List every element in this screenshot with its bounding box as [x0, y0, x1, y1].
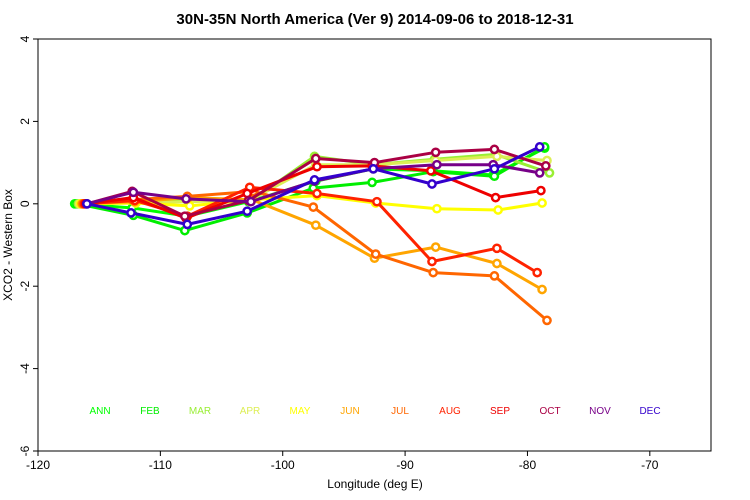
legend-entry-jun: JUN: [340, 406, 359, 417]
data-point: [372, 196, 382, 207]
data-point: [428, 267, 439, 278]
data-point: [493, 205, 503, 215]
data-point: [489, 144, 500, 155]
series-group: [69, 142, 555, 326]
data-point: [427, 256, 437, 267]
data-point: [544, 168, 555, 178]
data-point: [532, 267, 543, 278]
x-tick-label: -120: [26, 458, 50, 472]
data-point: [489, 163, 500, 174]
plot-frame: [37, 38, 712, 452]
legend-entry-apr: APR: [240, 406, 261, 417]
data-point: [126, 208, 136, 218]
y-tick-label: 4: [18, 35, 32, 42]
legend-entry-dec: DEC: [639, 406, 660, 417]
y-tick-label: -2: [18, 281, 32, 292]
x-axis-label: Longitude (deg E): [327, 477, 422, 491]
legend: ANN FEB MAR APR MAY JUN JUL AUG SEP OCT NOV DEC: [89, 406, 660, 417]
data-point: [536, 185, 546, 196]
data-point: [540, 161, 551, 171]
y-tick-label: 2: [18, 118, 32, 125]
data-point: [182, 219, 193, 230]
data-point: [432, 203, 442, 214]
data-point: [179, 211, 190, 222]
data-point: [184, 201, 195, 211]
data-point: [368, 163, 379, 174]
y-tick-label: -6: [18, 445, 32, 456]
series-dec: [82, 142, 545, 230]
data-point: [534, 142, 545, 152]
chart-title: 30N-35N North America (Ver 9) 2014-09-06…: [176, 11, 573, 28]
y-tick-label: 0: [18, 200, 32, 207]
data-point: [370, 249, 381, 259]
data-point: [490, 192, 501, 203]
data-point: [432, 159, 442, 170]
data-point: [492, 258, 502, 269]
data-point: [242, 206, 253, 217]
x-tick-label: -110: [149, 458, 172, 472]
legend-entry-mar: MAR: [189, 406, 211, 417]
x-tick-label: -90: [396, 458, 414, 472]
data-point: [128, 187, 139, 198]
series-oct: [82, 144, 551, 222]
legend-entry-ann: ANN: [89, 406, 110, 417]
data-point: [427, 179, 437, 189]
legend-entry-sep: SEP: [490, 406, 510, 417]
data-point: [181, 194, 191, 204]
data-point: [309, 175, 320, 185]
y-axis-label: XCO2 - Western Box: [1, 189, 15, 301]
legend-entry-jul: JUL: [391, 406, 409, 417]
data-point: [537, 284, 547, 295]
data-point: [430, 242, 441, 252]
data-point: [246, 196, 256, 207]
data-point: [425, 165, 436, 176]
data-point: [82, 198, 92, 209]
data-point: [308, 202, 319, 212]
data-point: [489, 171, 500, 182]
x-axis: -120 -110 -100 -90 -80 -70: [26, 451, 659, 472]
data-point: [312, 161, 322, 172]
y-axis: -6 -4 -2 0 2 4: [18, 35, 38, 456]
data-point: [310, 220, 321, 231]
x-tick-label: -80: [519, 458, 537, 472]
data-point: [492, 243, 502, 254]
y-tick-label: -4: [18, 363, 32, 374]
legend-entry-aug: AUG: [439, 406, 461, 417]
data-point: [542, 315, 552, 326]
data-point: [310, 153, 321, 164]
x-tick-label: -100: [271, 458, 295, 472]
data-point: [489, 271, 500, 281]
x-tick-label: -70: [641, 458, 659, 472]
data-point: [430, 147, 441, 158]
data-point: [537, 198, 547, 208]
data-point: [534, 168, 545, 178]
data-point: [312, 188, 322, 199]
data-point: [367, 177, 377, 188]
legend-entry-may: MAY: [290, 406, 311, 417]
legend-entry-feb: FEB: [140, 406, 160, 417]
legend-entry-nov: NOV: [589, 406, 611, 417]
legend-entry-oct: OCT: [539, 406, 560, 417]
